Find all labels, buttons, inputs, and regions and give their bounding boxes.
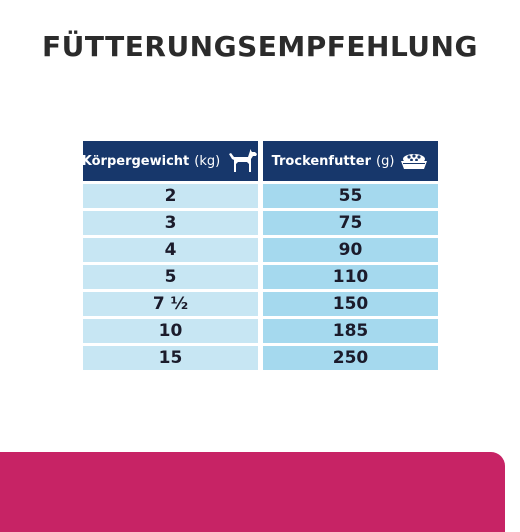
food-column: Trockenfutter (g) 55 75 90 110 150 185 2…	[263, 141, 438, 370]
weight-header: Körpergewicht (kg)	[81, 141, 259, 181]
food-cell-6: 185	[263, 319, 438, 343]
page-title: FÜTTERUNGSEMPFEHLUNG	[42, 30, 478, 63]
weight-cell-5: 7 ½	[83, 292, 258, 316]
food-cell-5: 150	[263, 292, 438, 316]
food-cell-2: 75	[263, 211, 438, 235]
weight-header-label: Körpergewicht	[81, 153, 190, 169]
weight-cell-3: 4	[83, 238, 258, 262]
food-bowl-icon	[399, 150, 429, 172]
food-cell-7: 250	[263, 346, 438, 370]
weight-column: Körpergewicht (kg) 2 3 4 5 7 ½ 10 15	[81, 141, 259, 370]
weight-cell-4: 5	[83, 265, 258, 289]
food-header-unit: (g)	[376, 153, 395, 169]
bottom-color-band	[0, 452, 505, 532]
feeding-table: Körpergewicht (kg) 2 3 4 5 7 ½ 10 15 Tro…	[81, 141, 438, 370]
weight-header-unit: (kg)	[194, 153, 221, 169]
food-header-label: Trockenfutter	[271, 153, 372, 169]
dog-icon	[225, 148, 259, 174]
weight-cell-1: 2	[83, 184, 258, 208]
food-header: Trockenfutter (g)	[263, 141, 438, 181]
food-cell-1: 55	[263, 184, 438, 208]
food-cell-3: 90	[263, 238, 438, 262]
weight-cell-2: 3	[83, 211, 258, 235]
weight-cell-7: 15	[83, 346, 258, 370]
food-cell-4: 110	[263, 265, 438, 289]
weight-cell-6: 10	[83, 319, 258, 343]
